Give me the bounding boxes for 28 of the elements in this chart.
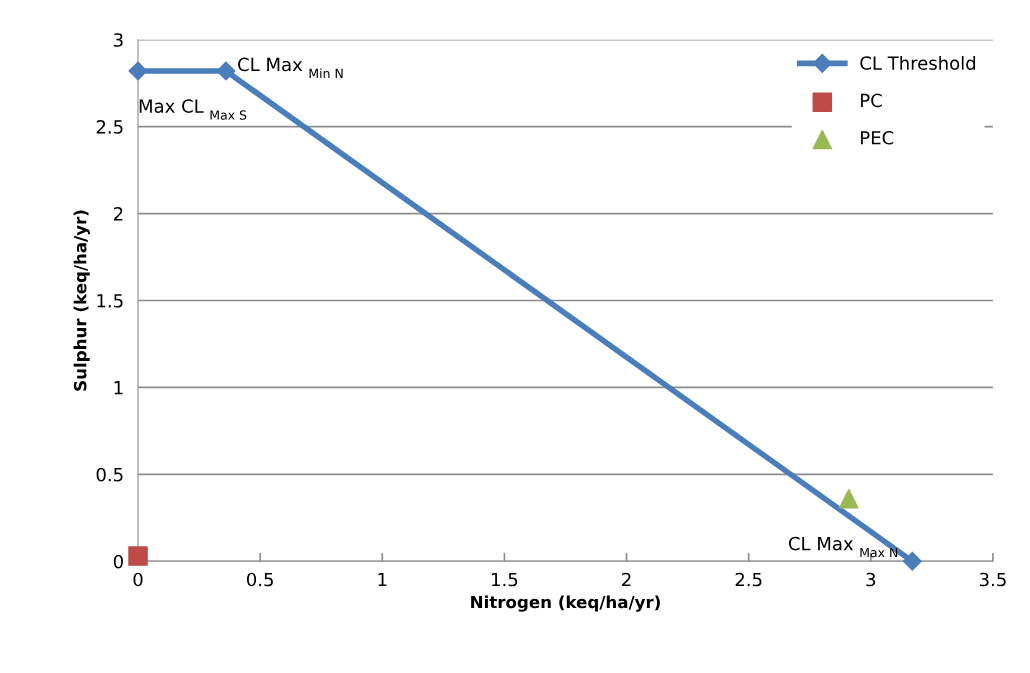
point: [128, 546, 148, 566]
annotation: CL Max Max N: [788, 536, 898, 558]
y-tick-label: 1: [114, 381, 123, 395]
point: [902, 551, 922, 571]
y-tick-label: 0: [113, 554, 123, 569]
y-tick-label: 3: [114, 33, 123, 47]
point: [839, 488, 859, 509]
x-axis-title: Nitrogen (keq/ha/yr): [471, 595, 660, 612]
y-tick-label: 1.5: [97, 294, 123, 308]
y-tick-label: 2: [113, 207, 123, 221]
x-tick-label: 2: [622, 572, 631, 587]
point: [128, 61, 148, 81]
x-tick-label: 0.5: [246, 572, 273, 587]
legend-label: PC: [861, 93, 882, 108]
annotation: Max CL Max S: [139, 99, 247, 120]
legend-label: PEC: [861, 130, 894, 145]
x-tick-label: 1.5: [492, 572, 518, 587]
x-tick-label: 3.5: [979, 572, 1006, 587]
x-tick-label: 3: [866, 572, 876, 587]
y-axis-title: Sulphur (keq/ha/yr): [73, 210, 90, 391]
x-tick-label: 1: [378, 572, 387, 587]
x-tick-label: 2.5: [735, 572, 762, 587]
y-tick-label: 0.5: [96, 467, 123, 482]
y-tick-label: 2.5: [96, 120, 123, 134]
x-tick-label: 0: [133, 572, 143, 587]
legend-label: CL Threshold: [860, 55, 976, 70]
annotation: CL Max Min N: [238, 57, 343, 78]
point: [216, 61, 236, 81]
